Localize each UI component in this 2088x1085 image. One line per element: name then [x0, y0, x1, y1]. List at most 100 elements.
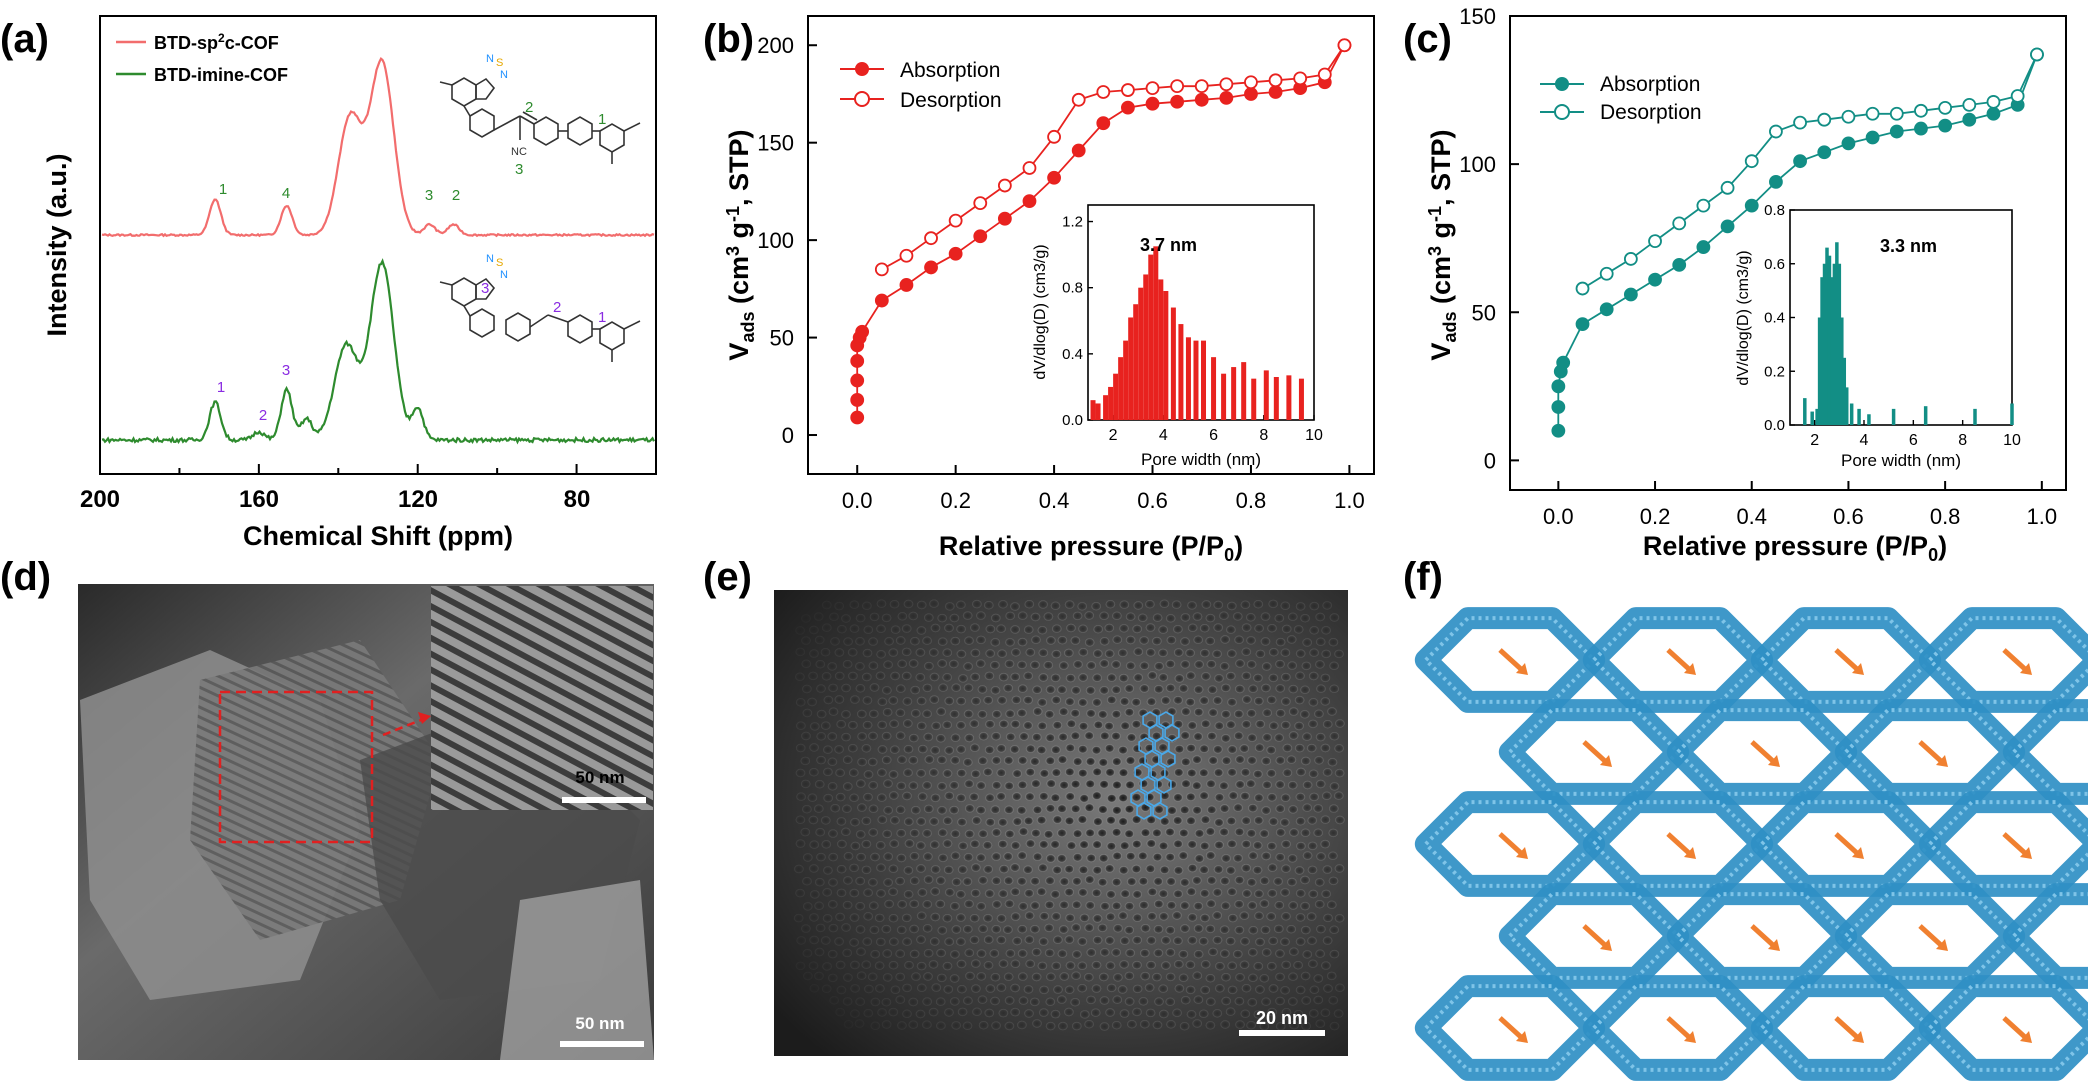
pore: [922, 924, 933, 933]
pore: [909, 828, 920, 838]
pore: [956, 745, 966, 754]
pore: [916, 961, 927, 971]
pore: [951, 1021, 961, 1030]
pore: [976, 635, 986, 645]
pore: [1320, 815, 1331, 824]
pore: [985, 984, 996, 993]
pore: [937, 806, 947, 815]
pore: [1281, 1008, 1292, 1017]
pore: [1133, 647, 1144, 656]
pore: [1010, 983, 1020, 993]
pore: [1044, 923, 1054, 933]
pore: [801, 636, 811, 645]
pore: [1205, 827, 1216, 836]
pore: [1036, 815, 1047, 825]
pore: [821, 672, 832, 681]
pore: [902, 913, 912, 923]
pore: [1227, 745, 1238, 754]
pore: [1124, 804, 1135, 814]
y-tick-label: 100: [1459, 152, 1496, 177]
pore: [809, 649, 819, 658]
inset-bar: [1857, 408, 1861, 425]
pore: [1118, 673, 1129, 683]
pore: [971, 984, 981, 993]
pore: [863, 792, 873, 802]
pore: [1158, 743, 1168, 752]
pore: [1085, 779, 1095, 789]
inset-y-tick-label: 0.0: [1764, 417, 1785, 434]
pore: [1307, 816, 1317, 825]
pore: [814, 901, 824, 910]
legend-marker: [854, 91, 870, 107]
pore: [822, 914, 833, 923]
pore: [1084, 638, 1095, 647]
pore: [1098, 710, 1108, 719]
pore: [1234, 900, 1244, 909]
pore: [972, 1007, 982, 1016]
pore: [998, 959, 1009, 968]
legend-marker: [855, 62, 869, 76]
x-axis-label: Chemical Shift (ppm): [243, 521, 513, 551]
inset-y-tick-label: 0.6: [1764, 256, 1785, 273]
pore: [977, 685, 988, 694]
pore: [1246, 636, 1256, 645]
pore: [1010, 625, 1020, 634]
data-point-absorption: [1938, 118, 1953, 133]
pore: [803, 902, 813, 911]
pore: [935, 997, 946, 1006]
pore: [928, 960, 939, 969]
pore: [929, 817, 939, 826]
pore: [1212, 888, 1223, 897]
pore: [1111, 948, 1121, 957]
pore: [1077, 984, 1087, 993]
dipole-arrow-head: [1768, 939, 1780, 951]
pore: [861, 865, 872, 875]
pore: [1045, 997, 1056, 1006]
pore: [876, 863, 886, 872]
pore: [1246, 779, 1256, 788]
series-line-BTD-sp2c-COF: [101, 56, 655, 238]
pore: [796, 936, 806, 945]
pore: [971, 696, 981, 706]
pore: [1316, 684, 1326, 693]
pore: [1308, 959, 1318, 968]
data-point-absorption: [1672, 257, 1687, 272]
pore: [1212, 649, 1222, 659]
pore: [1274, 924, 1284, 934]
y-axis-label: Vads (cm3 g-1, STP): [723, 129, 758, 360]
pore: [1086, 853, 1096, 863]
pore: [971, 959, 981, 968]
pore: [1038, 648, 1049, 657]
pore: [1064, 816, 1075, 826]
inset-fft-image: [431, 586, 653, 810]
pore: [1105, 936, 1115, 945]
pore: [1335, 983, 1345, 992]
pore: [969, 914, 980, 923]
pore: [1275, 684, 1285, 693]
inset-x-tick-label: 4: [1860, 432, 1869, 449]
pore: [1192, 971, 1203, 980]
pore: [985, 624, 996, 634]
pore: [1334, 744, 1344, 753]
pore: [795, 815, 806, 824]
pore: [1052, 815, 1063, 824]
data-point-absorption: [973, 229, 988, 244]
panel-label-c: (c): [1403, 17, 1452, 61]
pore: [944, 696, 955, 706]
data-point-desorption: [1720, 180, 1735, 195]
pore: [868, 731, 878, 741]
pore: [1215, 962, 1225, 971]
pore: [813, 612, 824, 621]
data-point-desorption: [1337, 38, 1352, 53]
pore: [842, 997, 853, 1006]
pore: [996, 935, 1007, 945]
pore: [998, 1008, 1009, 1018]
pore: [1097, 828, 1107, 838]
cof-pore-wall: [1918, 607, 2088, 713]
pore: [841, 683, 851, 693]
pore: [929, 768, 939, 777]
pore: [815, 878, 825, 887]
pore: [1180, 901, 1190, 910]
pore: [917, 888, 928, 897]
cof-pore-wall: [1918, 791, 2088, 897]
